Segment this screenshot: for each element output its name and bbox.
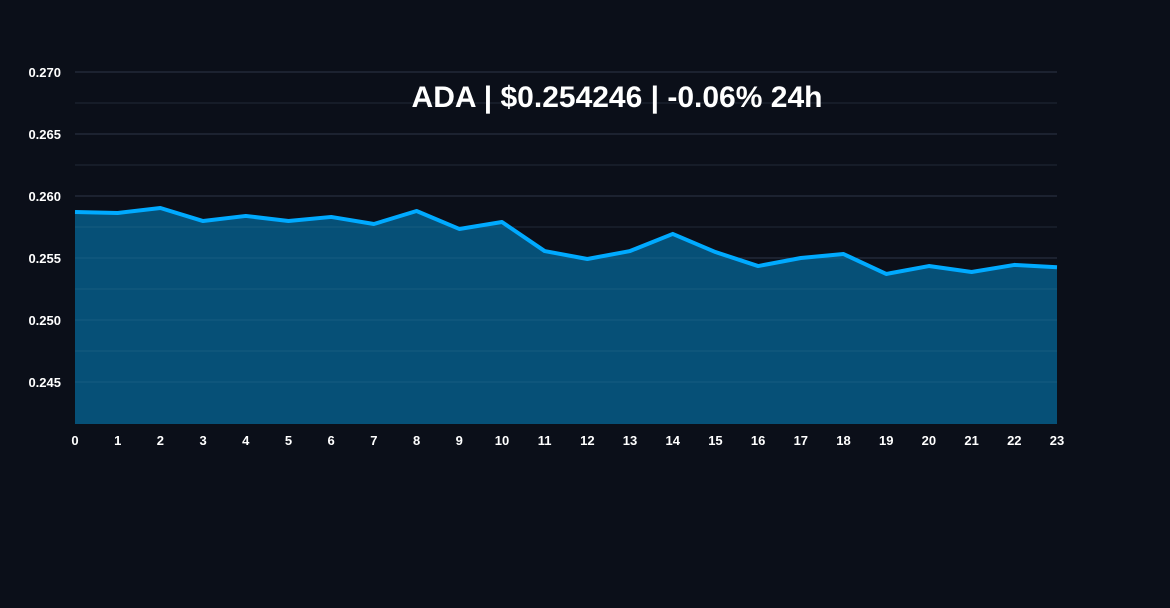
x-tick-label: 0 (71, 433, 78, 448)
x-tick-label: 3 (199, 433, 206, 448)
x-tick-label: 10 (495, 433, 509, 448)
x-tick-label: 2 (157, 433, 164, 448)
chart-title: ADA | $0.254246 | -0.06% 24h (412, 81, 823, 114)
grid-overlay (75, 71, 1057, 383)
y-tick-label: 0.260 (28, 189, 61, 204)
x-tick-label: 6 (328, 433, 335, 448)
x-axis-ticks: 0 1 2 3 4 5 6 7 8 9 10 11 12 13 14 15 16 17 18 19 20 21 22 23 (71, 433, 1064, 448)
price-line (74, 206, 1058, 276)
x-tick-label: 16 (751, 433, 765, 448)
y-tick-label: 0.245 (28, 375, 61, 390)
y-tick-label: 0.265 (28, 127, 61, 142)
data-points (74, 207, 1058, 275)
x-tick-label: 13 (623, 433, 637, 448)
x-tick-label: 22 (1007, 433, 1021, 448)
x-tick-label: 5 (285, 433, 292, 448)
x-tick-label: 4 (242, 433, 250, 448)
x-tick-label: 20 (922, 433, 936, 448)
x-tick-label: 17 (794, 433, 808, 448)
x-tick-label: 12 (580, 433, 594, 448)
x-tick-label: 11 (538, 433, 552, 448)
y-axis-ticks: 0.270 0.265 0.260 0.255 0.250 0.245 (28, 65, 61, 390)
area-fill (75, 208, 1057, 424)
y-tick-label: 0.250 (28, 313, 61, 328)
x-tick-label: 19 (879, 433, 893, 448)
y-tick-label: 0.255 (28, 251, 61, 266)
x-tick-label: 14 (666, 433, 681, 448)
x-tick-label: 1 (114, 433, 121, 448)
x-tick-label: 8 (413, 433, 420, 448)
x-tick-label: 18 (836, 433, 850, 448)
x-tick-label: 7 (370, 433, 377, 448)
y-tick-label: 0.270 (28, 65, 61, 80)
x-tick-label: 23 (1050, 433, 1064, 448)
x-tick-label: 15 (708, 433, 722, 448)
x-tick-label: 21 (964, 433, 978, 448)
x-tick-label: 9 (456, 433, 463, 448)
